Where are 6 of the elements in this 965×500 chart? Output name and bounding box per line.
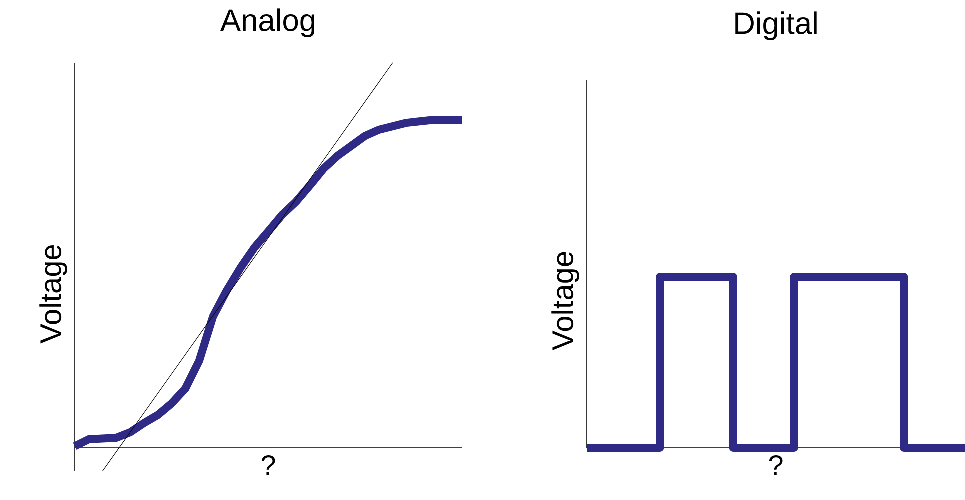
y-axis-title: Voltage xyxy=(552,252,580,351)
x-axis-title: ? xyxy=(769,456,783,475)
chart-title: Analog xyxy=(220,8,315,38)
chart-title: Digital xyxy=(736,12,817,40)
x-axis-title: ? xyxy=(262,456,276,475)
y-axis-title: Voltage xyxy=(40,245,68,344)
